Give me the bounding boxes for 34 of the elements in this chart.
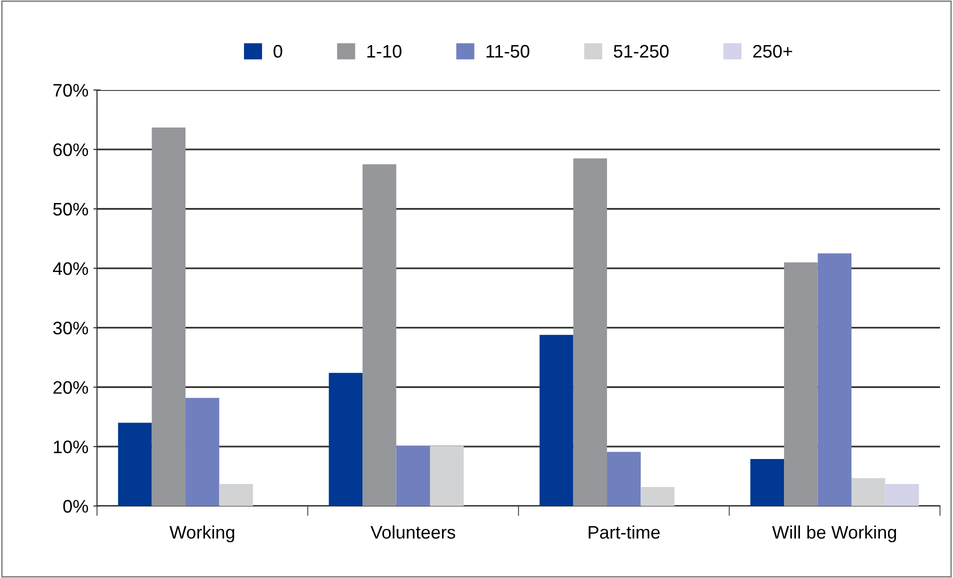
bar [362,164,396,506]
bar [573,158,608,506]
legend-label: 11-50 [486,44,530,58]
legend-label: 1-10 [367,44,402,58]
y-tick-label: 40% [52,262,88,276]
y-tick-label: 60% [53,143,88,156]
legend-label: 0 [274,44,282,58]
bar [607,452,641,506]
bar [784,262,818,506]
bar [186,398,220,506]
legend-label: 250+ [753,44,792,58]
y-tick-label: 50% [53,202,88,216]
x-tick-label: Volunteers [370,525,456,539]
bar [396,446,430,506]
y-tick-label: 10% [54,440,88,454]
legend-label: 51-250 [614,44,669,58]
bar [118,422,152,506]
bar [328,372,363,506]
x-tick-label: Will be Working [772,525,896,542]
y-tick-label: 70% [53,84,88,97]
bar [750,459,784,506]
y-tick-label: 0% [63,500,88,513]
x-tick-label: Part-time [588,525,660,539]
bar [540,334,574,506]
bar [430,446,464,506]
bar [640,486,674,506]
y-tick-label: 20% [53,381,88,394]
x-tick-label: Working [170,525,234,542]
bar [851,478,886,506]
bar [885,484,919,506]
y-tick-label: 30% [53,322,88,334]
bar [219,484,253,506]
bar [818,253,852,506]
bar [152,127,186,506]
